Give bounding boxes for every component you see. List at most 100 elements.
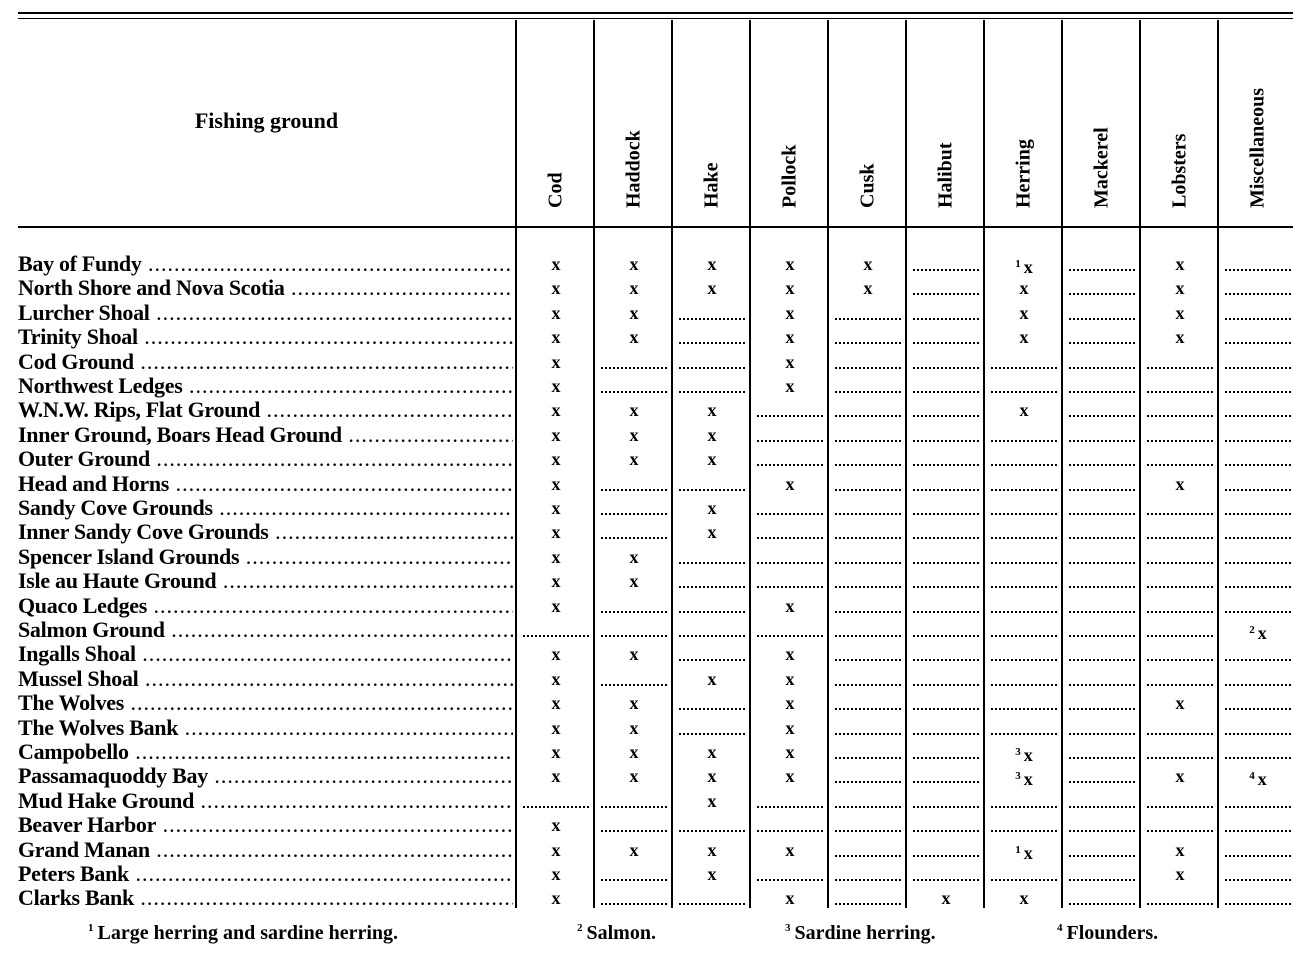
cell-cod: x: [551, 327, 561, 348]
cell-miscellaneous: [1219, 716, 1293, 740]
cell-herring: [985, 472, 1063, 496]
footnote-number: 1: [88, 922, 94, 935]
footnote-number: 2: [577, 922, 583, 935]
cell-miscellaneous: [1219, 301, 1293, 325]
cell-lobsters: [1141, 886, 1219, 910]
table-row: Head and Horns x x x: [18, 472, 1293, 496]
fishing-ground-name: The Wolves Bank: [18, 716, 513, 740]
cell-cod: x: [551, 766, 561, 787]
cell-halibut: [907, 862, 985, 886]
cell-halibut: [907, 716, 985, 740]
table-row: Inner Ground, Boars Head Ground x x x: [18, 423, 1293, 447]
fishing-ground-name: Spencer Island Grounds: [18, 545, 513, 569]
cell-cod: x: [551, 546, 561, 567]
cell-pollock: x: [785, 693, 795, 714]
cell-haddock: x: [629, 302, 639, 323]
cell-lobsters: x: [1175, 766, 1185, 787]
column-header: Mackerel: [1061, 20, 1141, 226]
column-divider: [1139, 228, 1141, 908]
cell-halibut: [907, 325, 985, 349]
cell-mackerel: [1063, 301, 1141, 325]
cell-herring: [985, 569, 1063, 593]
fishing-ground-name: Inner Ground, Boars Head Ground: [18, 423, 513, 447]
column-header: Haddock: [593, 20, 673, 226]
header-rule: [18, 226, 1293, 228]
cell-cusk: [829, 496, 907, 520]
cell-pollock: x: [785, 278, 795, 299]
cell-hake: [673, 594, 751, 618]
cell-mackerel: [1063, 276, 1141, 300]
cell-hake: [673, 691, 751, 715]
fishing-ground-name: Beaver Harbor: [18, 813, 513, 837]
footnote-ref: 3: [1015, 746, 1021, 758]
cell-miscellaneous: [1219, 813, 1293, 837]
cell-haddock: [595, 667, 673, 691]
cell-hake: x: [707, 864, 717, 884]
cell-lobsters: x: [1175, 278, 1185, 299]
cell-hake: x: [707, 254, 717, 274]
column-header-label: Hake: [700, 162, 723, 208]
cell-herring: [985, 496, 1063, 520]
table-row: Campobelloxxxx3x: [18, 740, 1293, 765]
cell-cod: [517, 618, 595, 642]
cell-miscellaneous: [1219, 667, 1293, 691]
cell-halibut: [907, 447, 985, 471]
cell-pollock: [751, 398, 829, 422]
cell-miscellaneous: [1219, 545, 1293, 569]
fishing-ground-name: Trinity Shoal: [18, 325, 513, 349]
cell-herring: [985, 789, 1063, 813]
cell-herring: [985, 423, 1063, 447]
column-header: Hake: [671, 20, 751, 226]
cell-mackerel: [1063, 350, 1141, 374]
cell-halibut: [907, 813, 985, 837]
cell-herring: [985, 350, 1063, 374]
table-row: The Wolves Bank x x x: [18, 716, 1293, 740]
cell-cusk: [829, 764, 907, 788]
cell-cod: x: [551, 717, 561, 738]
cell-herring: [985, 642, 1063, 666]
cell-haddock: [595, 594, 673, 618]
cell-haddock: x: [629, 449, 639, 470]
cell-cod: x: [551, 302, 561, 323]
cell-haddock: x: [629, 400, 639, 421]
cell-halibut: [907, 398, 985, 422]
cell-haddock: x: [629, 717, 639, 738]
cell-cusk: [829, 423, 907, 447]
table-row: Passamaquoddy Bayxxxx3xx4x: [18, 764, 1293, 789]
footnote-ref: 3: [1015, 770, 1021, 783]
column-divider: [671, 228, 673, 908]
cell-lobsters: [1141, 569, 1219, 593]
cell-haddock: x: [629, 693, 639, 714]
cell-haddock: [595, 789, 673, 813]
cell-herring: [985, 813, 1063, 837]
cell-cusk: [829, 472, 907, 496]
cell-haddock: [595, 374, 673, 398]
cell-cusk: [829, 642, 907, 666]
cell-haddock: x: [629, 424, 639, 445]
cell-cusk: x: [863, 278, 873, 299]
cell-pollock: [751, 496, 829, 520]
cell-lobsters: x: [1175, 302, 1185, 323]
column-divider: [593, 228, 595, 908]
footnote-3: 3 Sardine herring.: [785, 922, 936, 945]
cell-mackerel: [1063, 545, 1141, 569]
column-header-label: Mackerel: [1090, 127, 1113, 208]
cell-herring: x: [1019, 400, 1029, 421]
cell-lobsters: x: [1175, 473, 1185, 494]
fishing-ground-header: Fishing ground: [194, 108, 339, 133]
cell-cusk: [829, 569, 907, 593]
cell-cod: x: [551, 644, 561, 665]
cell-haddock: x: [629, 327, 639, 348]
cell-lobsters: [1141, 667, 1219, 691]
cell-cod: x: [551, 693, 561, 714]
cell-miscellaneous: [1219, 472, 1293, 496]
fishing-ground-name: Bay of Fundy: [18, 252, 513, 276]
cell-halibut: [907, 618, 985, 642]
cell-haddock: x: [629, 278, 639, 299]
cell-lobsters: x: [1175, 327, 1185, 348]
footnote-ref: 1: [1015, 843, 1021, 856]
